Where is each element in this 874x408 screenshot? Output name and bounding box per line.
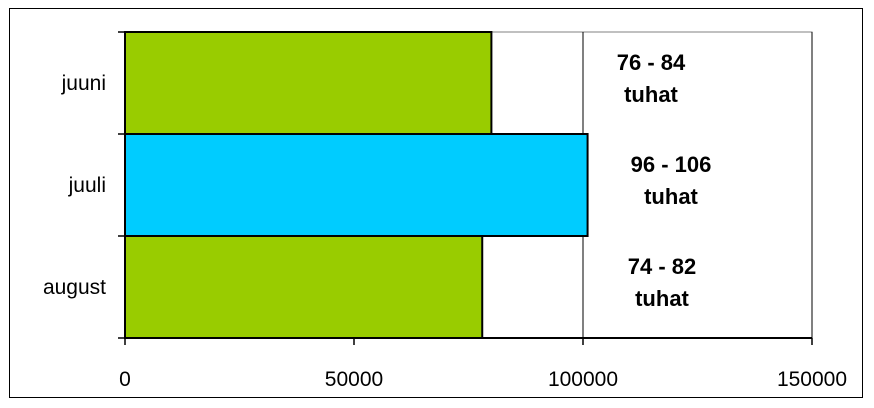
tick-labels: 0 50000 100000 150000 <box>119 368 847 391</box>
x-tick-label: 50000 <box>325 368 383 391</box>
data-label: tuhat <box>644 184 698 209</box>
axes <box>118 31 813 345</box>
bars <box>124 31 589 339</box>
data-label: tuhat <box>624 82 678 107</box>
category-label: juuni <box>61 72 106 95</box>
x-tick-label: 0 <box>119 368 131 391</box>
data-labels: 76 - 84 tuhat 96 - 106 tuhat 74 - 82 tuhat <box>617 50 712 311</box>
x-tick-label: 150000 <box>777 368 847 391</box>
category-label: juuli <box>68 174 106 197</box>
x-tick-label: 100000 <box>548 368 618 391</box>
data-label: tuhat <box>635 286 689 311</box>
bar <box>124 235 484 339</box>
data-label: 74 - 82 <box>628 254 697 279</box>
category-labels: juuni juuli august <box>43 72 106 299</box>
bar <box>124 133 589 237</box>
bar <box>124 31 493 135</box>
category-label: august <box>43 276 106 299</box>
data-label: 76 - 84 <box>617 50 686 75</box>
data-label: 96 - 106 <box>631 152 712 177</box>
